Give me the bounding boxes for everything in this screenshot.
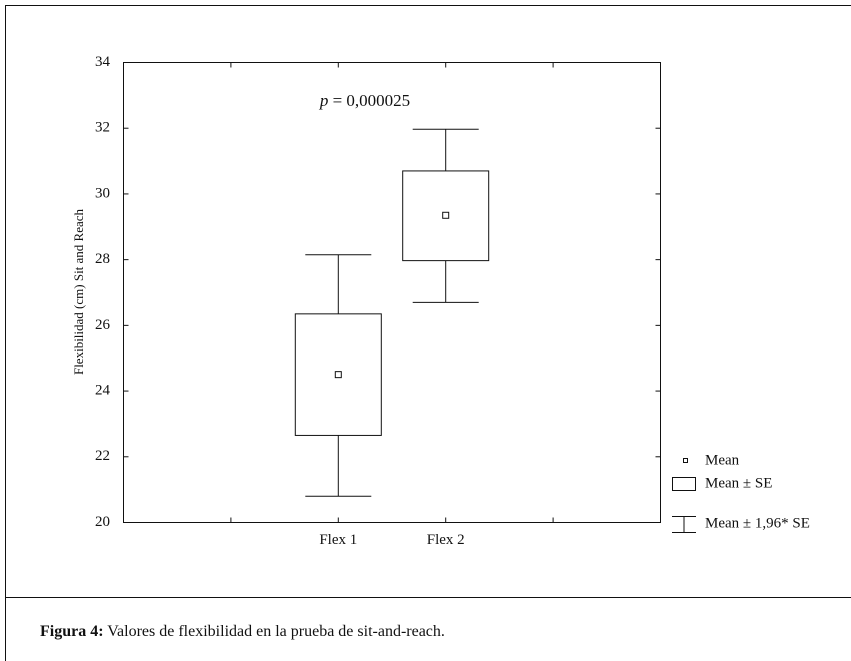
y-tick-label: 30 — [95, 185, 110, 201]
caption: Figura 4: Valores de flexibilidad en la … — [40, 623, 445, 640]
mean-marker — [442, 211, 450, 219]
y-tick-label: 34 — [95, 54, 111, 70]
legend-ci-icon — [672, 516, 696, 533]
x-tick-label: Flex 1 — [319, 532, 357, 548]
y-tick-label: 22 — [95, 448, 110, 464]
plot-area — [123, 62, 661, 523]
y-tick-label: 32 — [95, 120, 110, 136]
y-tick-label: 28 — [95, 251, 110, 267]
y-tick-label: 20 — [95, 514, 110, 530]
legend-label: Mean ± SE — [705, 475, 772, 491]
annotation-value: = 0,000025 — [333, 91, 411, 110]
legend-mean-icon — [683, 458, 688, 463]
mean-marker — [334, 371, 342, 379]
annotation: p = 0,000025 — [319, 91, 410, 110]
caption-label: Figura 4: — [40, 623, 104, 640]
annotation-p: p — [319, 91, 329, 110]
y-axis-label: Flexibilidad (cm) Sit and Reach — [71, 208, 86, 375]
legend: Mean Mean ± SE Mean ± 1,96* SE — [672, 452, 810, 533]
caption-text: Valores de flexibilidad en la prueba de … — [107, 623, 445, 640]
y-tick-label: 26 — [95, 317, 111, 333]
legend-label: Mean — [705, 452, 740, 468]
x-tick-label: Flex 2 — [427, 532, 465, 548]
legend-label: Mean ± 1,96* SE — [705, 515, 810, 531]
legend-se-icon — [672, 477, 696, 491]
y-tick-label: 24 — [95, 383, 111, 399]
